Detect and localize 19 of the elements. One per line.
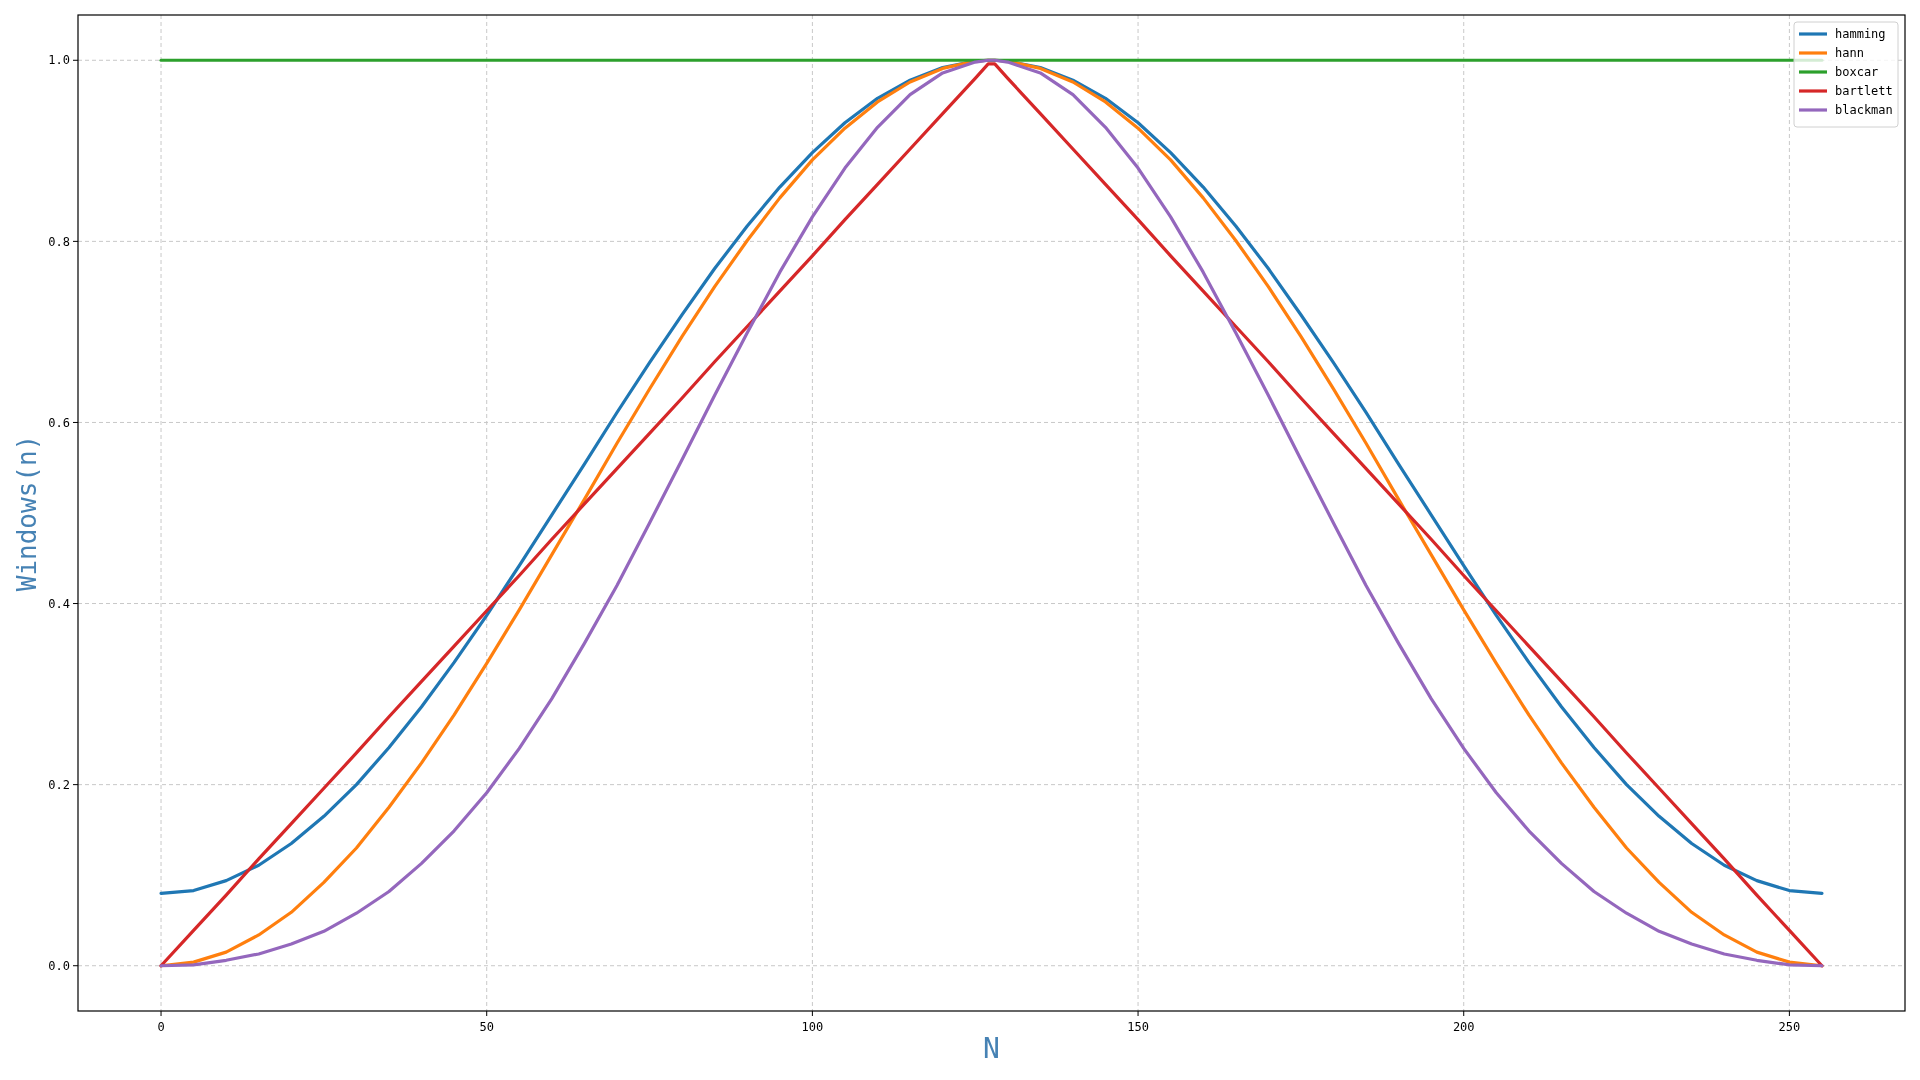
y-tick-label: 0.6 — [48, 415, 70, 430]
y-tick-label: 0.2 — [48, 777, 70, 792]
y-axis-title: Windows(n) — [12, 434, 42, 592]
y-tick-label: 1.0 — [48, 53, 70, 68]
x-tick-label: 100 — [801, 1020, 824, 1034]
x-axis-title: N — [983, 1032, 1000, 1065]
legend-label: hamming — [1835, 27, 1886, 42]
x-tick-label: 50 — [479, 1020, 494, 1034]
x-tick-label: 150 — [1127, 1020, 1149, 1034]
y-tick-label: 0.4 — [48, 596, 70, 611]
legend-label: bartlett — [1835, 84, 1893, 99]
legend-label: blackman — [1835, 103, 1893, 118]
y-tick-label: 0.8 — [48, 234, 70, 249]
legend-label: boxcar — [1835, 65, 1879, 80]
x-tick-label: 250 — [1778, 1020, 1801, 1034]
x-tick-label: 200 — [1452, 1020, 1475, 1034]
x-tick-label: 0 — [157, 1020, 165, 1034]
legend-label: hann — [1835, 46, 1864, 61]
y-tick-label: 0.0 — [48, 958, 70, 973]
